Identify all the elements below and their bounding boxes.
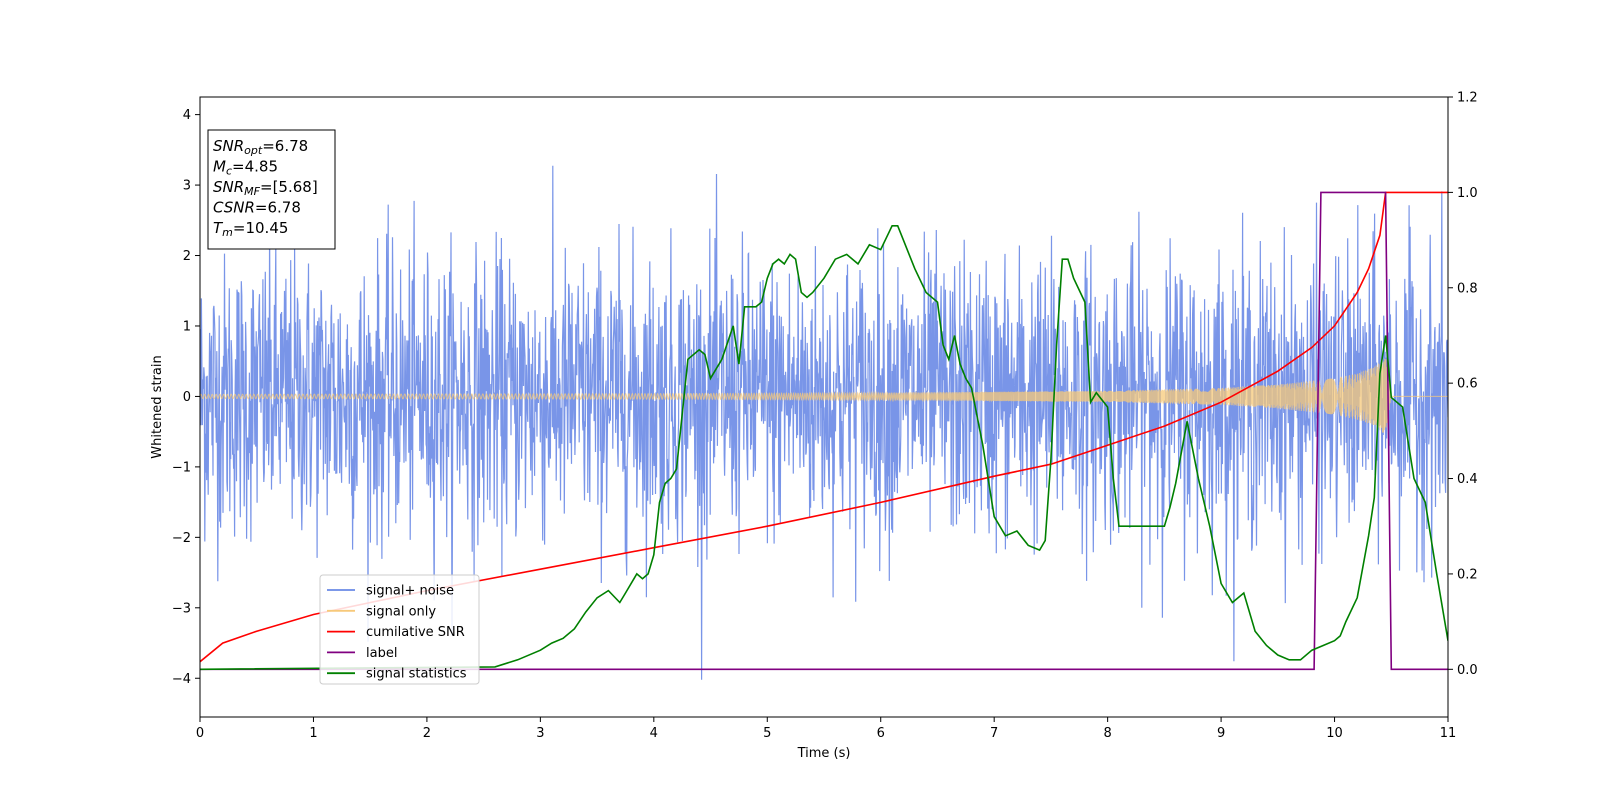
- series-signal-only: [200, 358, 1448, 433]
- x-tick-label: 1: [309, 726, 317, 741]
- y-right-tick-label: 0.8: [1457, 281, 1478, 296]
- y-right-tick-label: 1.0: [1457, 186, 1478, 201]
- y-right-tick-label: 0.6: [1457, 377, 1478, 392]
- y-left-tick-label: 2: [183, 249, 191, 264]
- x-axis-label: Time (s): [797, 746, 851, 761]
- y-axis-left: −4 −3 −2 −1 0 1 2 3 4: [172, 108, 200, 687]
- y-left-tick-label: 4: [183, 108, 191, 123]
- x-tick-label: 11: [1440, 726, 1457, 741]
- x-axis: 0 1 2 3 4 5 6 7 8 9 10 11: [196, 717, 1456, 741]
- y-right-tick-label: 0.2: [1457, 567, 1478, 582]
- info-line: SNRMF=[5.68]: [213, 178, 318, 198]
- x-tick-label: 2: [423, 726, 431, 741]
- x-tick-label: 4: [650, 726, 658, 741]
- legend-label: cumilative SNR: [366, 625, 465, 640]
- x-tick-label: 0: [196, 726, 204, 741]
- y-axis-label: Whitened strain: [150, 355, 165, 458]
- plot-frame: [199, 96, 1449, 718]
- y-left-tick-label: 3: [183, 179, 191, 194]
- y-left-tick-label: −3: [172, 601, 191, 616]
- x-tick-label: 6: [877, 726, 885, 741]
- legend-label: signal statistics: [366, 667, 467, 682]
- x-tick-label: 8: [1103, 726, 1111, 741]
- x-tick-label: 9: [1217, 726, 1225, 741]
- legend-label: signal only: [366, 604, 436, 619]
- x-tick-label: 5: [763, 726, 771, 741]
- x-tick-label: 3: [536, 726, 544, 741]
- series-signal-noise: [200, 165, 1448, 680]
- y-axis-right: 0.0 0.2 0.4 0.6 0.8 1.0 1.2: [1448, 91, 1478, 678]
- info-line: SNRopt=6.78: [213, 137, 308, 157]
- info-line: Tm=10.45: [213, 219, 288, 239]
- y-left-tick-label: 0: [183, 390, 191, 405]
- y-right-tick-label: 0.0: [1457, 663, 1478, 678]
- y-left-tick-label: −2: [172, 531, 191, 546]
- y-right-tick-label: 0.4: [1457, 472, 1478, 487]
- y-left-tick-label: −4: [172, 672, 191, 687]
- legend-frame: [319, 574, 480, 685]
- x-tick-label: 7: [990, 726, 998, 741]
- y-left-tick-label: −1: [172, 460, 191, 475]
- info-box-frame: [207, 129, 336, 250]
- legend-label: signal+ noise: [366, 584, 454, 599]
- series-label: [200, 191, 1448, 671]
- legend: signal+ noise signal only cumilative SNR la…: [319, 574, 480, 685]
- info-line: CSNR=6.78: [213, 199, 301, 217]
- y-left-tick-label: 1: [183, 319, 191, 334]
- legend-label: label: [366, 646, 397, 661]
- y-right-tick-label: 1.2: [1457, 91, 1478, 106]
- series-signal-statistics: [200, 225, 1448, 671]
- info-line: Mc=4.85: [213, 158, 278, 178]
- x-tick-label: 10: [1326, 726, 1343, 741]
